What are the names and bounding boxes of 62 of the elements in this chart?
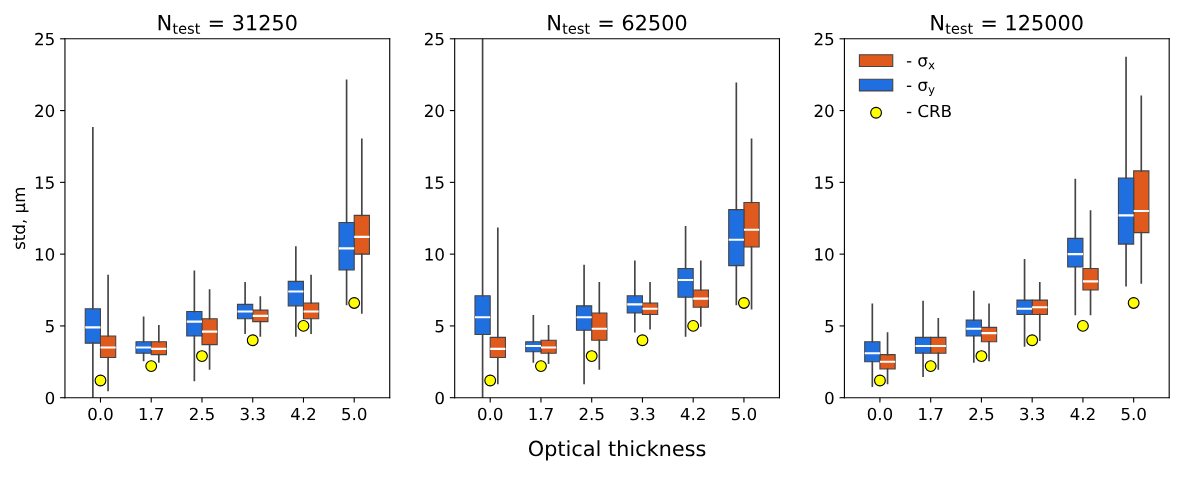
point [348,297,361,309]
y-tick-label: 0 [825,391,834,405]
legend-label: - σ$_{x}$ [906,57,935,70]
x-tick-label: 1.7 [529,407,553,421]
y-tick-label: 0 [435,391,444,405]
x-tick-label: 5.0 [1121,407,1146,421]
x-tick-label: 3.3 [240,407,265,421]
y-tick-label: 5 [45,320,54,333]
y-tick-label: 5 [435,320,444,333]
x-tick-label: 5.0 [731,407,757,421]
point [94,374,107,387]
x-tick-label: 2.5 [189,407,214,421]
x-tick-label: 4.2 [1070,407,1095,421]
y-tick-label: 10 [425,248,444,261]
x-tick-label: 0.0 [88,407,113,421]
chart-title: N$_{test}$ = 125000 [931,14,1083,34]
y-tick-label: 20 [35,104,55,118]
chart-title: N$_{test}$ = 31250 [158,14,297,34]
point [1076,319,1089,332]
point [297,319,310,332]
legend-label: - σ$_{y}$ [906,81,935,97]
y-tick-label: 15 [815,176,834,189]
legend-label: - CRB [906,104,951,118]
x-tick-label: 3.3 [1020,407,1045,421]
point [585,350,598,363]
x-tick-label: 1.7 [919,407,943,421]
point [484,374,497,387]
point [874,374,886,387]
x-tick-label: 1.7 [139,407,164,421]
y-tick-label: 15 [35,176,54,189]
point [1026,334,1039,347]
y-tick-label: 5 [825,320,834,333]
point [924,360,937,373]
y-tick-label: 10 [35,248,55,261]
point [246,334,259,347]
point [687,319,700,332]
point [738,297,750,309]
x-axis-title: Optical thickness [528,440,706,461]
x-tick-label: 4.2 [291,407,316,421]
x-tick-label: 0.0 [478,407,503,421]
point [535,360,547,373]
y-tick-label: 25 [424,32,444,46]
point [636,334,649,347]
y-tick-label: 15 [425,176,444,189]
chart-title: N$_{test}$ = 62500 [548,14,687,34]
point [196,350,208,363]
point [145,360,158,373]
x-tick-label: 0.0 [867,407,893,421]
y-tick-label: 20 [424,104,444,118]
y-tick-label: 20 [814,104,834,118]
x-tick-label: 4.2 [680,407,705,421]
x-tick-label: 2.5 [579,407,604,421]
y-tick-label: 25 [35,32,54,46]
x-tick-label: 5.0 [342,407,367,421]
point [1127,297,1140,309]
y-tick-label: 0 [45,391,55,405]
point [975,350,988,363]
y-tick-label: 10 [815,248,834,261]
x-tick-label: 3.3 [630,407,655,421]
y-tick-label: 25 [814,32,834,46]
x-tick-label: 2.5 [969,407,994,421]
y-axis-title: std, μm [12,188,29,249]
